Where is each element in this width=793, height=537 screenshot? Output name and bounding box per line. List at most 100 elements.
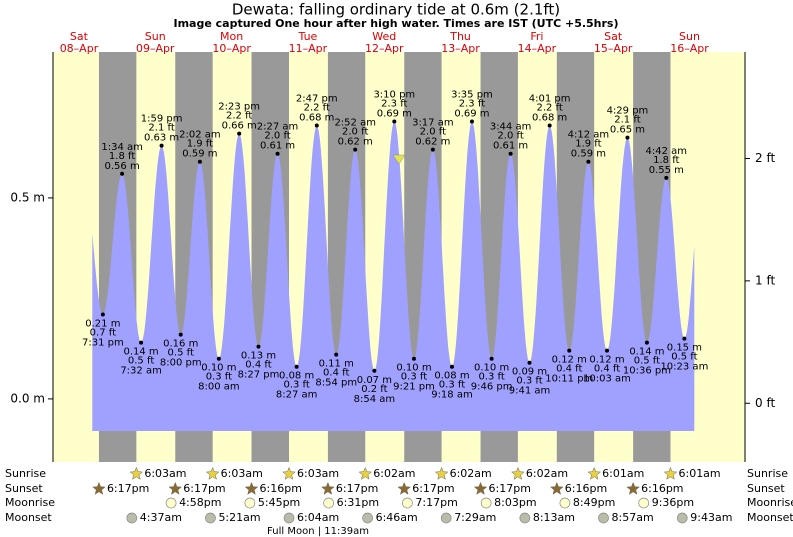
high-tide-label: 1.9 ft (575, 139, 601, 150)
low-tide-label: 0.09 m (512, 367, 547, 378)
high-tide-label: 0.66 m (222, 121, 257, 132)
high-tide-label: 0.63 m (144, 133, 179, 144)
moonrise-icon (402, 497, 413, 509)
moonset-icon (676, 512, 688, 524)
label-layer: Sat08–AprSun09–AprMon10–AprTue11–AprWed1… (5, 30, 793, 537)
tide-point (159, 143, 164, 148)
y2-tick-label: 2 ft (755, 151, 775, 165)
tide-point (411, 356, 416, 361)
high-tide-label: 3:17 am (412, 118, 454, 129)
low-tide-label: 9:18 am (431, 390, 473, 401)
day-name: Fri (530, 30, 543, 43)
sunrise-icon (282, 466, 296, 480)
high-tide-label: 0.69 m (377, 109, 412, 120)
sunrise-time: 6:03am (221, 467, 263, 480)
high-tide-label: 0.69 m (454, 109, 489, 120)
tide-point (353, 147, 358, 152)
y-tick-label: 0.5 m (10, 190, 45, 204)
row-label: Moonrise (747, 496, 793, 509)
high-tide-label: 0.62 m (415, 137, 450, 148)
high-tide-label: 2.2 ft (304, 103, 330, 114)
moonrise-icon (559, 497, 571, 509)
low-tide-label: 0.3 ft (206, 372, 232, 383)
high-tide-label: 0.59 m (182, 149, 217, 160)
tide-point (392, 119, 397, 124)
tide-point (216, 356, 221, 361)
low-tide-label: 10:36 pm (623, 366, 671, 377)
sunset-icon (92, 481, 106, 495)
day-date: 13–Apr (441, 42, 480, 55)
low-tide-label: 0.3 ft (478, 372, 504, 383)
day-date: 12–Apr (365, 42, 404, 55)
chart-subtitle: Image captured One hour after high water… (173, 17, 618, 30)
tide-point (547, 123, 552, 128)
sunrise-icon (129, 466, 144, 480)
tide-point (604, 348, 609, 353)
moonset-icon (283, 512, 295, 524)
moonset-icon (126, 512, 138, 524)
high-tide-label: 1.8 ft (109, 151, 135, 162)
low-tide-label: 0.7 ft (90, 327, 116, 338)
low-tide-label: 0.5 ft (634, 356, 660, 367)
high-tide-label: 2:47 pm (296, 94, 338, 105)
moonset-time: 6:46am (376, 511, 418, 524)
low-tide-label: 0.2 ft (361, 384, 387, 395)
low-tide-label: 8:27 pm (238, 370, 280, 381)
moonset-time: 6:04am (297, 511, 339, 524)
row-label: Moonset (747, 511, 793, 524)
sunset-time: 6:17pm (336, 482, 378, 495)
high-tide-label: 2:52 am (334, 118, 376, 129)
tide-layer (92, 119, 695, 432)
high-tide-label: 2.0 ft (497, 131, 523, 142)
moonset-time: 7:29am (454, 511, 496, 524)
low-tide-label: 0.14 m (123, 347, 158, 358)
current-level-marker (392, 154, 406, 165)
day-name: Wed (372, 30, 396, 43)
tide-point (120, 171, 125, 176)
y2-tick-label: 1 ft (755, 273, 775, 287)
low-tide-label: 0.4 ft (594, 364, 620, 375)
moonset-time: 8:57am (612, 511, 654, 524)
low-tide-label: 0.21 m (85, 318, 120, 329)
high-tide-label: 0.55 m (649, 165, 684, 176)
low-tide-label: 0.12 m (552, 355, 587, 366)
high-tide-label: 1.9 ft (187, 139, 213, 150)
high-tide-label: 0.61 m (493, 141, 528, 152)
low-tide-label: 0.4 ft (556, 364, 582, 375)
day-date: 15–Apr (594, 42, 633, 55)
low-tide-label: 0.14 m (629, 347, 664, 358)
moonrise-icon (638, 497, 650, 509)
moonrise-time: 5:45pm (258, 496, 300, 509)
low-tide-label: 0.5 ft (671, 352, 697, 363)
moonrise-icon (165, 497, 177, 509)
low-tide-label: 9:46 pm (471, 382, 513, 393)
high-tide-label: 2:23 pm (218, 102, 260, 113)
chart-title: Dewata: falling ordinary tide at 0.6m (2… (232, 1, 560, 19)
day-name: Sat (70, 30, 89, 43)
high-tide-label: 0.59 m (571, 149, 606, 160)
sunrise-time: 6:02am (450, 467, 492, 480)
moonrise-time: 4:58pm (179, 496, 221, 509)
sunset-time: 6:16pm (565, 482, 607, 495)
low-tide-label: 0.3 ft (516, 376, 542, 387)
day-date: 16–Apr (670, 42, 709, 55)
tide-point (430, 147, 435, 152)
moonset-icon (598, 512, 609, 524)
tide-point (256, 344, 261, 349)
row-label: Moonset (5, 511, 52, 524)
row-label: Sunrise (5, 467, 46, 480)
low-tide-label: 0.08 m (279, 371, 314, 382)
sunrise-time: 6:03am (297, 467, 339, 480)
day-name: Tue (298, 30, 318, 43)
sunset-time: 6:17pm (489, 482, 531, 495)
sunset-icon (321, 481, 335, 495)
high-tide-label: 3:35 pm (451, 90, 493, 101)
tide-point (449, 364, 454, 369)
sunrise-icon (511, 466, 525, 480)
moonrise-icon (323, 497, 334, 509)
sunset-icon (397, 481, 412, 495)
low-tide-label: 0.5 ft (128, 356, 154, 367)
moonrise-icon (244, 497, 256, 509)
day-name: Sun (145, 30, 166, 43)
low-tide-label: 0.3 ft (401, 372, 427, 383)
